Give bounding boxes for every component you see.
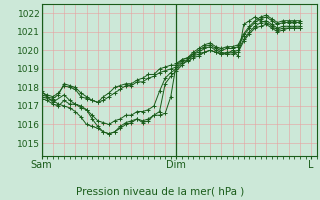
Text: Pression niveau de la mer( hPa ): Pression niveau de la mer( hPa ) [76,186,244,196]
